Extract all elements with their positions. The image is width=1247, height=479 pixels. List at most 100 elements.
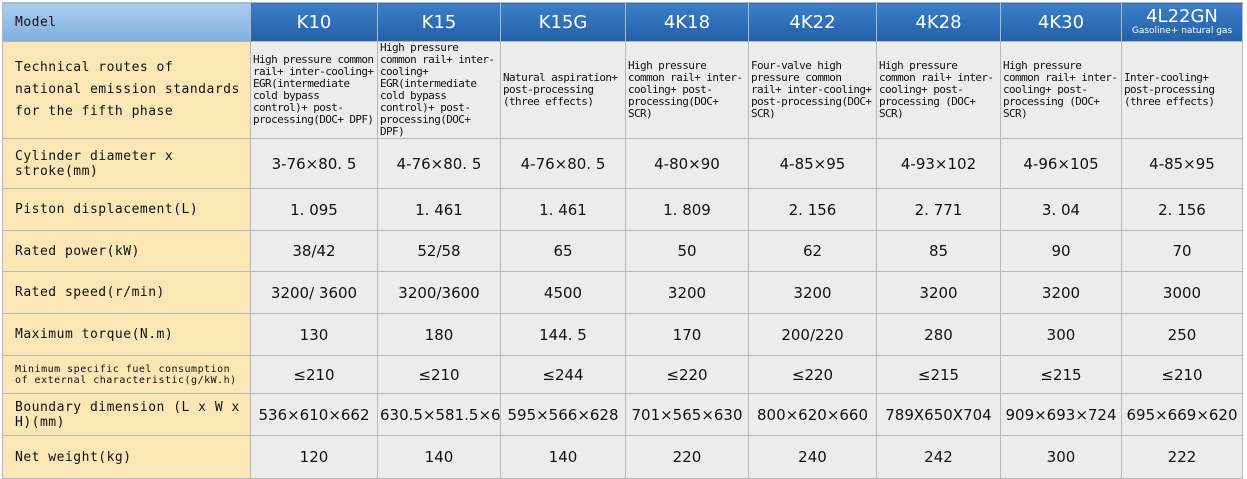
spec-row: Rated speed(r/min) 3200/ 3600 3200/3600 450… xyxy=(2,271,1243,314)
spec-cell: 789X650X704 xyxy=(876,393,1001,436)
spec-cell: ≤210 xyxy=(1121,355,1243,394)
spec-cell: 3000 xyxy=(1121,271,1243,314)
spec-cell: ≤210 xyxy=(250,355,378,394)
spec-cell: 4500 xyxy=(500,271,626,314)
spec-cell: 65 xyxy=(500,230,626,272)
model-header: 4K18 xyxy=(625,2,749,42)
spec-cell: 3200 xyxy=(1000,271,1122,314)
spec-cell: 630.5×581.5×634 xyxy=(377,393,501,436)
spec-cell: Inter-cooling+ post-processing (three ef… xyxy=(1121,41,1243,139)
row-label: Minimum specific fuel consumption of ext… xyxy=(2,355,251,394)
model-header: K10 xyxy=(250,2,378,42)
model-header: 4L22GN Gasoline+ natural gas xyxy=(1121,2,1243,42)
model-name: 4K28 xyxy=(915,11,962,33)
spec-cell: 3200/ 3600 xyxy=(250,271,378,314)
spec-cell: Natural aspiration+ post-processing (thr… xyxy=(500,41,626,139)
spec-cell: High pressure common rail+ inter-cooling… xyxy=(250,41,378,139)
spec-cell: 170 xyxy=(625,313,749,356)
spec-row: Rated power(kW) 38/42 52/58 65 50 62 85 90 70 xyxy=(2,230,1243,272)
spec-cell: ≤220 xyxy=(625,355,749,394)
spec-cell: 180 xyxy=(377,313,501,356)
spec-cell: 3200 xyxy=(625,271,749,314)
spec-row: Boundary dimension (L x W x H)(mm) 536×61… xyxy=(2,393,1243,436)
spec-cell: 4-76×80. 5 xyxy=(500,138,626,189)
spec-cell: 3200/3600 xyxy=(377,271,501,314)
spec-cell: 140 xyxy=(500,435,626,479)
spec-cell: 909×693×724 xyxy=(1000,393,1122,436)
model-name: 4K30 xyxy=(1037,11,1085,33)
spec-cell: 2. 156 xyxy=(1121,188,1243,231)
spec-cell: ≤220 xyxy=(748,355,877,394)
row-label: Maximum torque(N.m) xyxy=(2,313,251,356)
spec-cell: 200/220 xyxy=(748,313,877,356)
spec-cell: ≤244 xyxy=(500,355,626,394)
header-row: Model K10 K15 K15G 4K18 4K22 4K28 4K30 4L22GN Gas… xyxy=(2,2,1243,42)
row-label: Cylinder diameter x stroke(mm) xyxy=(2,138,251,189)
model-header: 4K28 xyxy=(876,2,1001,42)
spec-cell: 595×566×628 xyxy=(500,393,626,436)
spec-cell: 4-96×105 xyxy=(1000,138,1122,189)
model-name: K10 xyxy=(296,11,332,33)
spec-cell: 250 xyxy=(1121,313,1243,356)
spec-cell: 120 xyxy=(250,435,378,479)
model-note: Gasoline+ natural gas xyxy=(1131,26,1233,36)
spec-cell: 52/58 xyxy=(377,230,501,272)
model-name: K15 xyxy=(421,11,457,33)
spec-cell: 38/42 xyxy=(250,230,378,272)
header-label: Model xyxy=(2,2,251,42)
spec-cell: 50 xyxy=(625,230,749,272)
model-header: K15G xyxy=(500,2,626,42)
spec-cell: 300 xyxy=(1000,435,1122,479)
row-label: Boundary dimension (L x W x H)(mm) xyxy=(2,393,251,436)
row-label: Rated power(kW) xyxy=(2,230,251,272)
spec-cell: 4-93×102 xyxy=(876,138,1001,189)
spec-cell: 1. 095 xyxy=(250,188,378,231)
model-header: K15 xyxy=(377,2,501,42)
spec-cell: Four-valve high pressure common rail+ in… xyxy=(748,41,877,139)
spec-cell: ≤215 xyxy=(876,355,1001,394)
spec-cell: 85 xyxy=(876,230,1001,272)
row-label: Rated speed(r/min) xyxy=(2,271,251,314)
spec-cell: 800×620×660 xyxy=(748,393,877,436)
spec-cell: 242 xyxy=(876,435,1001,479)
row-label: Net weight(kg) xyxy=(2,435,251,479)
spec-row: Net weight(kg) 120 140 140 220 240 242 300 222 xyxy=(2,435,1243,479)
spec-cell: 4-85×95 xyxy=(1121,138,1243,189)
spec-cell: 62 xyxy=(748,230,877,272)
spec-cell: 3200 xyxy=(748,271,877,314)
model-name: K15G xyxy=(538,11,588,33)
spec-cell: 240 xyxy=(748,435,877,479)
spec-cell: ≤215 xyxy=(1000,355,1122,394)
spec-cell: 220 xyxy=(625,435,749,479)
row-label: Technical routes of national emission st… xyxy=(2,41,251,139)
spec-cell: 2. 156 xyxy=(748,188,877,231)
model-header: 4K22 xyxy=(748,2,877,42)
spec-cell: 701×565×630 xyxy=(625,393,749,436)
spec-cell: 1. 809 xyxy=(625,188,749,231)
spec-cell: 4-76×80. 5 xyxy=(377,138,501,189)
spec-cell: 90 xyxy=(1000,230,1122,272)
model-header: 4K30 xyxy=(1000,2,1122,42)
spec-cell: High pressure common rail+ inter-cooling… xyxy=(377,41,501,139)
spec-cell: 1. 461 xyxy=(377,188,501,231)
spec-cell: 4-85×95 xyxy=(748,138,877,189)
row-label: Piston displacement(L) xyxy=(2,188,251,231)
spec-cell: 3200 xyxy=(876,271,1001,314)
spec-cell: 300 xyxy=(1000,313,1122,356)
spec-cell: 3-76×80. 5 xyxy=(250,138,378,189)
spec-cell: 1. 461 xyxy=(500,188,626,231)
model-name: 4K18 xyxy=(663,11,711,33)
spec-cell: 4-80×90 xyxy=(625,138,749,189)
spec-row: Technical routes of national emission st… xyxy=(2,41,1243,139)
spec-cell: 3. 04 xyxy=(1000,188,1122,231)
spec-cell: High pressure common rail+ inter-cooling… xyxy=(876,41,1001,139)
spec-cell: 695×669×620 xyxy=(1121,393,1243,436)
spec-row: Piston displacement(L) 1. 095 1. 461 1. 461… xyxy=(2,188,1243,231)
spec-row: Maximum torque(N.m) 130 180 144. 5 170 200/22… xyxy=(2,313,1243,356)
spec-cell: High pressure common rail+ inter-cooling… xyxy=(1000,41,1122,139)
spec-row: Minimum specific fuel consumption of ext… xyxy=(2,355,1243,394)
spec-cell: ≤210 xyxy=(377,355,501,394)
